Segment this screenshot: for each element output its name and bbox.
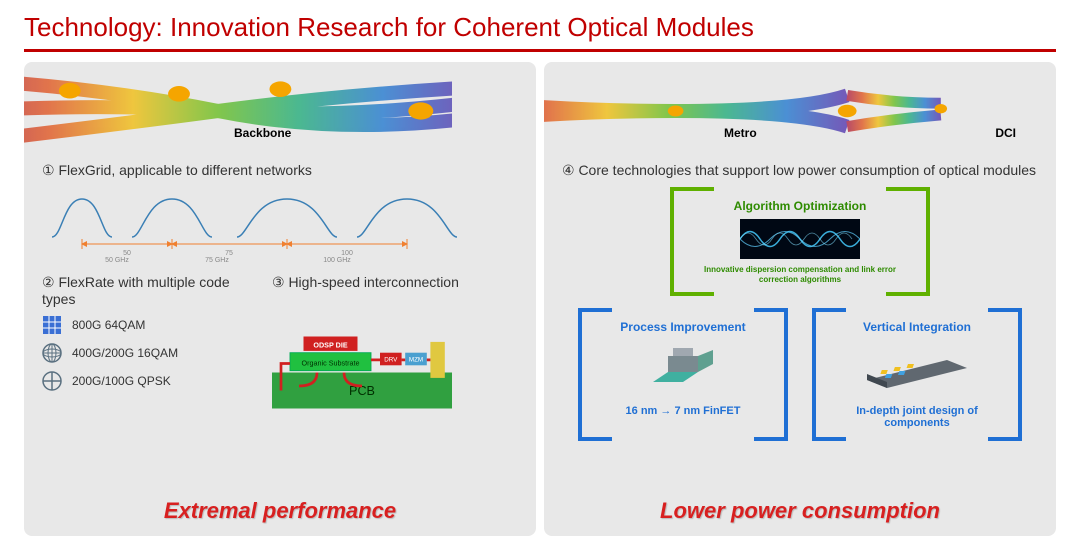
code-label: 200G/100G QPSK (72, 374, 171, 388)
flexgrid-diagram: 50 75 100 (42, 187, 518, 257)
item2: ② FlexRate with multiple code types 800G… (42, 274, 242, 414)
code-200g: 200G/100G QPSK (42, 371, 242, 391)
globe-icon (42, 343, 62, 363)
ghz-75: 75 GHz (202, 257, 232, 264)
code-400g: 400G/200G 16QAM (42, 343, 242, 363)
quad-icon (42, 371, 62, 391)
svg-text:50: 50 (123, 250, 131, 257)
network-label-metro: Metro (724, 126, 757, 140)
svg-text:100: 100 (341, 250, 353, 257)
vertical-sub: In-depth joint design of components (828, 405, 1006, 429)
left-panel: Backbone ① FlexGrid, applicable to diffe… (24, 62, 536, 536)
module-graphic (862, 342, 972, 390)
spectrum-curves: 50 75 100 (42, 189, 462, 257)
right-panel: Metro DCI ④ Core technologies that suppo… (544, 62, 1056, 536)
svg-text:75: 75 (225, 250, 233, 257)
item2-heading: ② FlexRate with multiple code types (42, 274, 242, 307)
mzm-label: MZM (409, 357, 423, 364)
item3-heading: ③ High-speed interconnection (272, 274, 518, 291)
panels: Backbone ① FlexGrid, applicable to diffe… (24, 62, 1056, 536)
grid-icon (42, 315, 62, 335)
code-label: 400G/200G 16QAM (72, 346, 178, 360)
page-title: Technology: Innovation Research for Cohe… (24, 12, 1056, 52)
slide: Technology: Innovation Research for Cohe… (0, 0, 1080, 559)
odsp-label: ODSP DIE (313, 340, 347, 349)
process-title: Process Improvement (594, 320, 772, 334)
process-sub: 16 nm → 7 nm FinFET (594, 405, 772, 417)
item1-heading: ① FlexGrid, applicable to different netw… (42, 162, 518, 179)
ghz-50: 50 GHz (102, 257, 132, 264)
drv-label: DRV (384, 357, 398, 364)
algo-wave-graphic (740, 219, 860, 259)
network-label-dci: DCI (995, 126, 1016, 140)
item3: ③ High-speed interconnection PCB Organic… (272, 274, 518, 414)
process-box: Process Improvement 16 nm → 7 nm FinFET (578, 308, 788, 441)
substrate-label: Organic Substrate (302, 358, 360, 367)
pcb-diagram: PCB Organic Substrate ODSP DIE DRV MZM (272, 309, 452, 409)
left-content: ① FlexGrid, applicable to different netw… (42, 74, 518, 524)
network-label-backbone: Backbone (234, 126, 291, 140)
finfet-graphic (643, 342, 723, 390)
vertical-title: Vertical Integration (828, 320, 1006, 334)
right-content: ④ Core technologies that support low pow… (562, 74, 1038, 524)
code-800g: 800G 64QAM (42, 315, 242, 335)
vertical-box: Vertical Integration In-depth joint desi… (812, 308, 1022, 441)
algorithm-box: Algorithm Optimization Innovative disper… (670, 187, 930, 296)
algo-sub: Innovative dispersion compensation and l… (686, 265, 914, 284)
algo-title: Algorithm Optimization (686, 199, 914, 213)
code-label: 800G 64QAM (72, 318, 145, 332)
ghz-100: 100 GHz (322, 257, 352, 264)
item4-heading: ④ Core technologies that support low pow… (562, 162, 1038, 179)
